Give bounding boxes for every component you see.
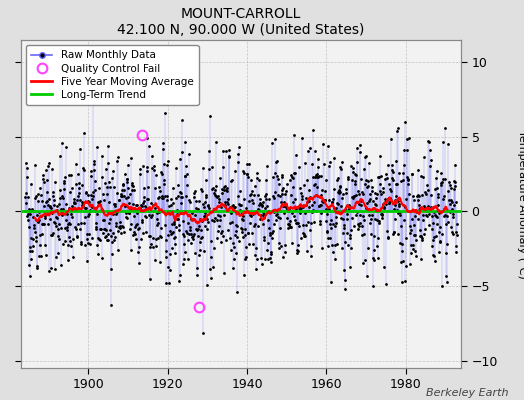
- Y-axis label: Temperature Anomaly (°C): Temperature Anomaly (°C): [517, 130, 524, 278]
- Text: Berkeley Earth: Berkeley Earth: [426, 388, 508, 398]
- Title: MOUNT-CARROLL
42.100 N, 90.000 W (United States): MOUNT-CARROLL 42.100 N, 90.000 W (United…: [117, 7, 365, 38]
- Legend: Raw Monthly Data, Quality Control Fail, Five Year Moving Average, Long-Term Tren: Raw Monthly Data, Quality Control Fail, …: [26, 45, 199, 105]
